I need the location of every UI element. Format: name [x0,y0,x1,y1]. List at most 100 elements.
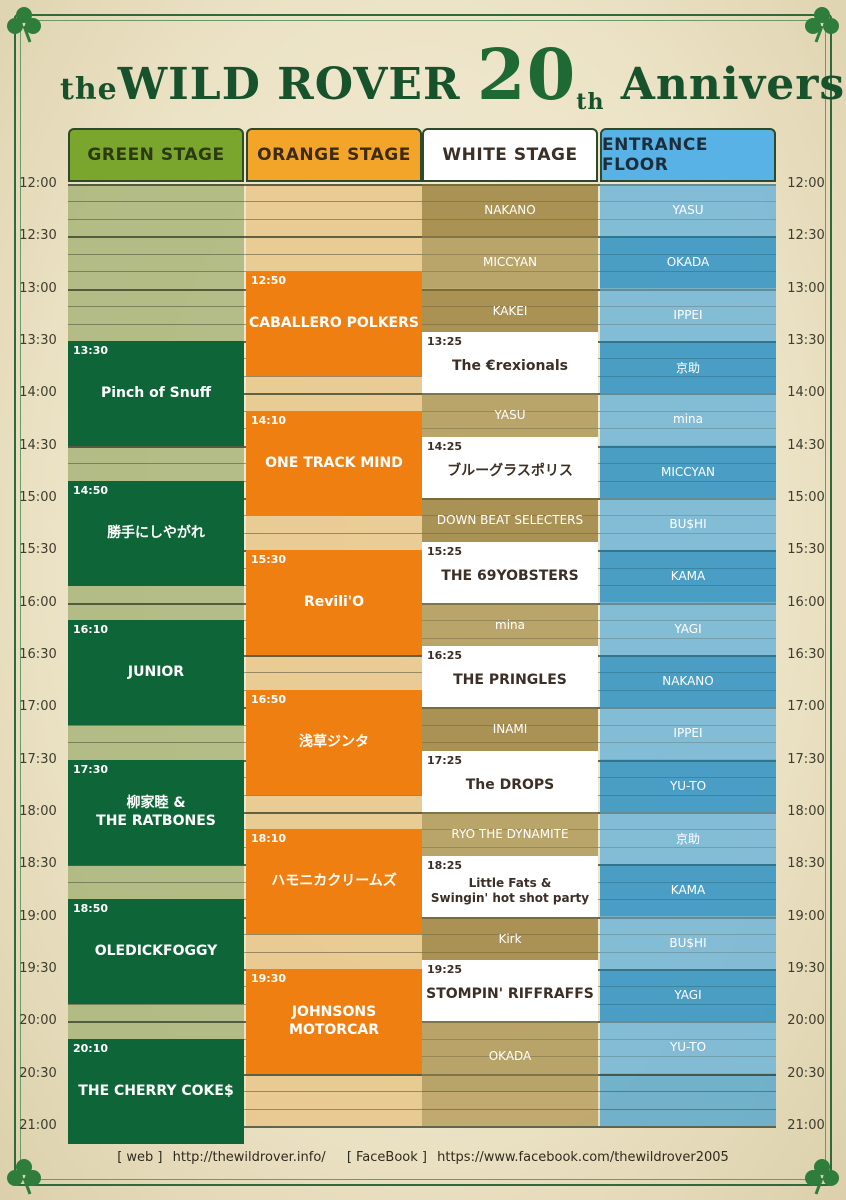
time-label: 14:30 [787,438,825,453]
band-name: ブルーグラスポリス [447,462,573,479]
time-label: 15:30 [787,542,825,557]
web-link[interactable]: http://thewildrover.info/ [172,1150,326,1165]
grid-line [68,829,776,830]
facebook-link[interactable]: https://www.facebook.com/thewildrover200… [437,1150,729,1165]
band-name: Pinch of Snuff [100,384,212,401]
grid-line [68,236,776,238]
band-name: JUNIOR [127,663,185,680]
band-name: THE CHERRY COKE$ [78,1082,234,1099]
entrance-floor-dj[interactable]: YU-TO [600,760,776,812]
entrance-floor-dj[interactable]: YASU [600,184,776,236]
entrance-floor-dj[interactable]: YAGI [600,603,776,655]
orange-stage-act[interactable]: 16:50 浅草ジンタ [246,690,422,795]
time-label: 19:30 [787,961,825,976]
entrance-floor-dj[interactable]: BU$HI [600,498,776,550]
start-time: 19:30 [251,972,287,985]
entrance-floor-dj[interactable]: IPPEI [600,707,776,759]
start-time: 16:50 [251,693,287,706]
orange-stage-act[interactable]: 14:10 ONE TRACK MIND [246,411,422,516]
clover-icon [805,1159,839,1195]
white-stage-dj[interactable]: INAMI [422,707,598,751]
entrance-floor-dj[interactable]: NAKANO [600,655,776,707]
grid-line [68,812,776,814]
white-stage-dj[interactable]: YASU [422,393,598,437]
time-label: 17:30 [19,752,57,767]
white-stage-dj[interactable]: MICCYAN [422,236,598,288]
grid-line [68,1056,776,1057]
white-stage-act[interactable]: 16:25 THE PRINGLES [422,646,598,707]
green-stage-act[interactable]: 13:30 Pinch of Snuff [68,341,244,446]
start-time: 14:25 [427,440,463,453]
time-label: 14:30 [19,438,57,453]
time-label: 12:30 [19,228,57,243]
time-label: 15:00 [19,490,57,505]
white-stage-dj[interactable]: DOWN BEAT SELECTERS [422,498,598,542]
stage-header: GREEN STAGE [68,128,244,182]
outer-border [14,14,832,1186]
band-name: ハモニカクリームズ [271,872,397,889]
green-stage-act[interactable]: 14:50 勝手にしやがれ [68,481,244,586]
grid-line [68,393,776,395]
time-label: 12:00 [19,176,57,191]
white-stage-act[interactable]: 19:25 STOMPIN' RIFFRAFFS [422,960,598,1021]
time-label: 19:30 [19,961,57,976]
facebook-label: [ FaceBook ] [346,1150,427,1165]
grid-line [68,847,776,848]
start-time: 18:10 [251,832,287,845]
orange-stage-act[interactable]: 12:50 CABALLERO POLKERS [246,271,422,376]
grid-line [68,1074,776,1076]
orange-stage-act[interactable]: 15:30 Revili'O [246,550,422,655]
green-stage-act[interactable]: 20:10 THE CHERRY COKE$ [68,1039,244,1144]
white-stage-act[interactable]: 13:25 The €rexionals [422,332,598,393]
grid-line [68,254,776,255]
entrance-floor-dj[interactable]: 京助 [600,341,776,393]
entrance-floor-dj[interactable]: IPPEI [600,289,776,341]
entrance-floor-dj[interactable]: MICCYAN [600,446,776,498]
white-stage-act[interactable]: 17:25 The DROPS [422,751,598,812]
grid-line [68,1039,776,1040]
white-stage-dj[interactable]: KAKEI [422,289,598,333]
white-stage-act[interactable]: 14:25 ブルーグラスポリス [422,437,598,498]
footer: [ web ] http://thewildrover.info/ [ Face… [0,1150,846,1165]
entrance-floor-dj[interactable]: KAMA [600,864,776,916]
white-stage-act[interactable]: 15:25 THE 69YOBSTERS [422,542,598,603]
clover-icon [805,7,839,43]
white-stage-dj[interactable]: OKADA [422,1021,598,1091]
grid-line [68,1021,776,1023]
entrance-floor-dj[interactable]: YU-TO [600,1021,776,1073]
band-name: The €rexionals [451,357,569,374]
green-stage-act[interactable]: 18:50 OLEDICKFOGGY [68,899,244,1004]
time-label: 13:00 [787,281,825,296]
time-label: 18:00 [787,804,825,819]
time-label: 20:30 [19,1066,57,1081]
band-name: THE 69YOBSTERS [441,567,579,584]
entrance-floor-dj[interactable]: OKADA [600,236,776,288]
white-stage-dj[interactable]: mina [422,603,598,647]
time-label: 16:00 [19,595,57,610]
band-name: CABALLERO POLKERS [249,314,419,331]
start-time: 16:10 [73,623,109,636]
entrance-floor-dj[interactable]: KAMA [600,550,776,602]
clover-icon [7,7,41,43]
white-stage-dj[interactable]: Kirk [422,917,598,961]
time-label: 13:00 [19,281,57,296]
white-stage-act[interactable]: 18:25 Little Fats & Swingin' hot shot part… [422,856,598,917]
green-stage-act[interactable]: 16:10 JUNIOR [68,620,244,725]
grid-line [68,603,776,605]
entrance-floor-dj[interactable]: BU$HI [600,917,776,969]
orange-stage-act[interactable]: 18:10 ハモニカクリームズ [246,829,422,934]
entrance-floor-dj[interactable]: 京助 [600,812,776,864]
stage-header: WHITE STAGE [422,128,598,182]
start-time: 13:30 [73,344,109,357]
start-time: 12:50 [251,274,287,287]
white-stage-dj[interactable]: NAKANO [422,184,598,236]
white-stage-dj[interactable]: RYO THE DYNAMITE [422,812,598,856]
time-label: 21:00 [787,1118,825,1133]
band-name: 浅草ジンタ [299,733,369,750]
inner-border [20,20,826,1180]
entrance-floor-dj[interactable]: mina [600,393,776,445]
entrance-floor-dj[interactable]: YAGI [600,969,776,1021]
orange-stage-act[interactable]: 19:30 JOHNSONS MOTORCAR [246,969,422,1074]
time-label: 19:00 [787,909,825,924]
green-stage-act[interactable]: 17:30 柳家睦 & THE RATBONES [68,760,244,865]
